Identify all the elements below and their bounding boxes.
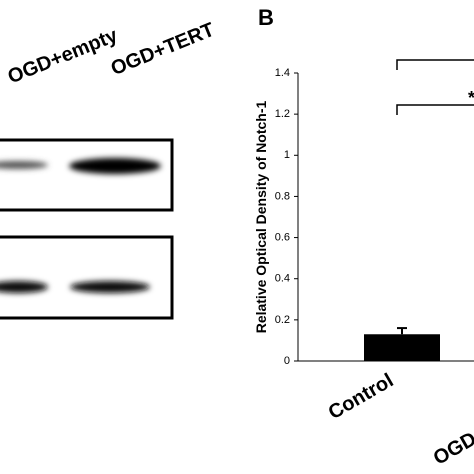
y-tick-label: 1.2 — [275, 108, 290, 120]
blot-band — [69, 158, 161, 174]
bar — [364, 334, 440, 361]
y-tick-label: 1 — [284, 149, 290, 161]
blot-box — [0, 235, 174, 320]
blot-box — [0, 138, 174, 212]
y-tick-label: 0.8 — [275, 190, 290, 202]
y-tick-label: 0 — [284, 355, 290, 367]
panel-label: B — [258, 5, 274, 30]
y-tick-label: 0.2 — [275, 314, 290, 326]
lane-label: OGD+empty — [5, 24, 122, 88]
significance-bracket — [396, 59, 474, 115]
blot-band — [70, 281, 150, 293]
y-tick-label: 0.6 — [275, 231, 290, 243]
y-tick-label: 1.4 — [275, 67, 290, 79]
lane-label: OGD+TERT — [108, 19, 218, 80]
y-axis-label: Relative Optical Density of Notch-1 — [253, 100, 269, 333]
blot-band — [0, 161, 48, 169]
y-tick-label: 0.4 — [275, 273, 290, 285]
x-tick-label: Control — [325, 370, 398, 425]
blot-band — [0, 281, 48, 293]
significance-mark: * — [468, 88, 474, 108]
x-tick-label: OGD — [430, 428, 474, 470]
